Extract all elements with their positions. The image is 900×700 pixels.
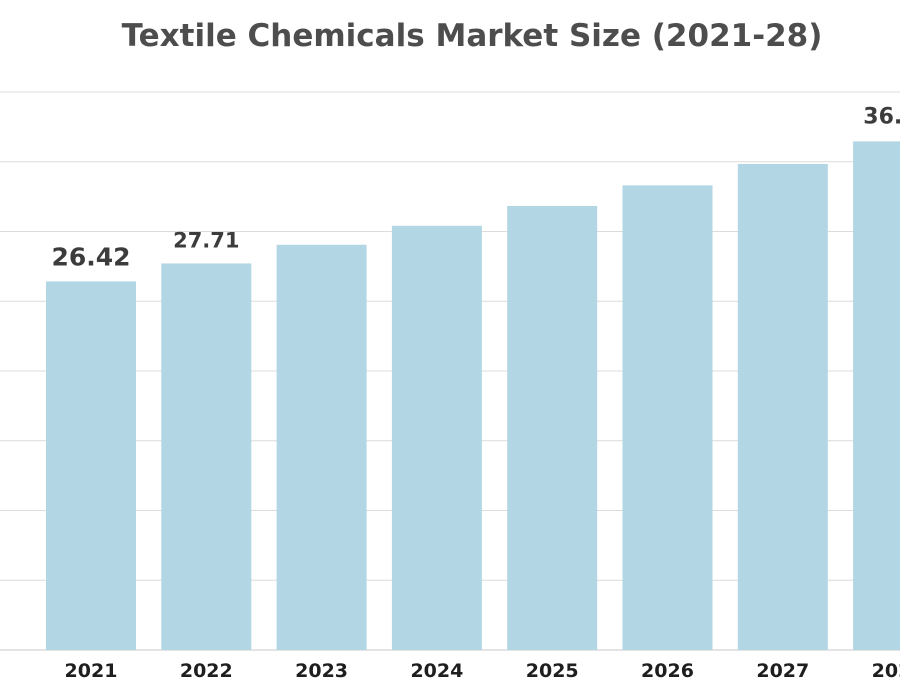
data-label-2021: 26.42 <box>51 242 130 271</box>
x-tick-label-2023: 2023 <box>295 660 348 682</box>
bar-2024 <box>391 225 482 650</box>
x-tick-label-2024: 2024 <box>410 660 463 682</box>
bar-2025 <box>507 205 598 650</box>
chart-title: Textile Chemicals Market Size (2021-28) <box>121 18 823 54</box>
bar-2022 <box>161 263 252 650</box>
bar-2023 <box>276 244 367 650</box>
bar-2027 <box>737 163 828 650</box>
x-tick-label-2027: 2027 <box>756 660 809 682</box>
x-tick-labels: 2021 2022 2023 2024 2025 2026 2027 2028 <box>65 660 900 682</box>
data-label-2028: 36.46 <box>863 104 900 129</box>
bar-2026 <box>622 185 713 650</box>
x-tick-label-2025: 2025 <box>526 660 579 682</box>
bar-2021 <box>46 281 136 650</box>
bars <box>46 141 900 650</box>
x-tick-label-2028: 2028 <box>872 660 900 682</box>
x-tick-label-2026: 2026 <box>641 660 694 682</box>
bar-2028 <box>853 141 900 650</box>
data-labels: 26.42 27.71 36.46 <box>51 104 900 271</box>
x-tick-label-2022: 2022 <box>180 660 233 682</box>
data-label-2022: 27.71 <box>173 228 239 252</box>
x-tick-label-2021: 2021 <box>65 660 118 682</box>
